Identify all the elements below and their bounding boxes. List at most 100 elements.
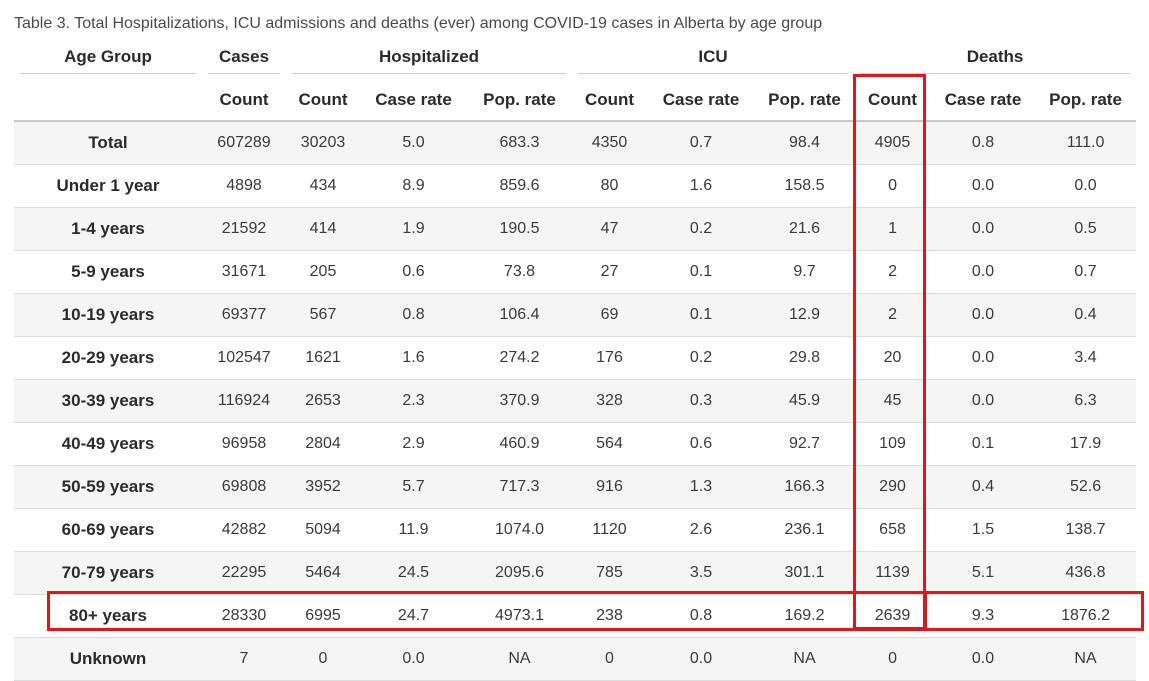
- table-row: 20-29 years 102547 1621 1.6 274.2 176 0.2 29.8 2…: [14, 336, 1137, 379]
- table-cell: 0.0: [689, 649, 713, 667]
- table-cell: 5.0: [402, 133, 425, 151]
- table-cell: 1074.0: [495, 520, 544, 538]
- table-cell: 205: [309, 262, 337, 280]
- covid-outcomes-table: Age Group Cases Hospitalized ICU Deaths …: [14, 41, 1137, 681]
- header-blank: [14, 80, 202, 122]
- table-cell: 1: [888, 219, 897, 237]
- table-cell: 4905: [874, 133, 911, 151]
- table-cell: NA: [1074, 649, 1097, 667]
- table-cell: 9.7: [793, 262, 816, 280]
- table-cell: 73.8: [503, 262, 536, 280]
- table-cell: 301.1: [784, 563, 825, 581]
- table-row: 30-39 years 116924 2653 2.3 370.9 328 0.3 45.9 4…: [14, 379, 1137, 422]
- table-cell: 24.5: [397, 563, 430, 581]
- table-cell: 69377: [221, 305, 267, 323]
- table-cell: 859.6: [499, 176, 540, 194]
- table-cell: 31671: [221, 262, 267, 280]
- row-age-group: Under 1 year: [56, 175, 160, 195]
- table-cell: 0.0: [402, 649, 425, 667]
- table-cell: 80: [600, 176, 619, 194]
- table-cell: 98.4: [788, 133, 821, 151]
- table-cell: 2.3: [402, 391, 425, 409]
- row-age-group: 40-49 years: [61, 433, 155, 453]
- table-cell: 1.6: [689, 176, 713, 194]
- row-age-group: 70-79 years: [61, 562, 155, 582]
- table-cell: 30203: [300, 133, 346, 151]
- table-cell: 0.0: [971, 176, 995, 194]
- table-cell: 5094: [305, 520, 341, 538]
- table-cell: 274.2: [499, 348, 540, 366]
- table-cell: 1139: [875, 563, 910, 581]
- row-age-group: Total: [88, 132, 128, 152]
- table-cell: 0: [888, 176, 897, 194]
- subheader-hosp-case-rate: Case rate: [360, 80, 467, 122]
- table-cell: 20: [883, 348, 902, 366]
- row-age-group: 60-69 years: [61, 519, 155, 539]
- table-cell: 7: [239, 649, 249, 667]
- table-cell: 42882: [221, 520, 267, 538]
- table-cell: 109: [879, 434, 906, 452]
- table-cell: 1.3: [689, 477, 713, 495]
- table-row: 1-4 years 21592 414 1.9 190.5 47 0.2 21.6 1 0.0 0.…: [14, 207, 1137, 250]
- table-cell: 190.5: [499, 219, 540, 237]
- table-cell: 0.1: [971, 434, 995, 452]
- table-cell: 0.1: [689, 262, 713, 280]
- row-age-group: 5-9 years: [71, 261, 145, 281]
- table-cell: 106.4: [499, 305, 540, 323]
- subheader-icu-pop-rate: Pop. rate: [755, 80, 855, 122]
- table-cell: 6995: [305, 606, 341, 624]
- table-cell: 0.4: [971, 477, 995, 495]
- subheader-cases-count: Count: [202, 80, 286, 122]
- table-cell: 0.3: [689, 391, 713, 409]
- table-cell: 2804: [305, 434, 341, 452]
- table-cell: 414: [309, 219, 337, 237]
- table-row: 5-9 years 31671 205 0.6 73.8 27 0.1 9.7 2 0.0 0.7: [14, 250, 1137, 293]
- table-cell: 2: [888, 305, 897, 323]
- table-cell: 0.8: [402, 305, 425, 323]
- table-cell: 52.6: [1069, 477, 1102, 495]
- table-cell: 0.6: [402, 262, 425, 280]
- table-cell: 0: [318, 649, 328, 667]
- table-cell: 0.0: [971, 391, 995, 409]
- table-cell: 0.4: [1074, 305, 1097, 323]
- table-cell: 3952: [305, 477, 341, 495]
- table-cell: 1120: [592, 520, 627, 538]
- table-cell: 96958: [221, 434, 267, 452]
- table-cell: 9.3: [971, 606, 995, 624]
- table-cell: 116924: [217, 391, 271, 409]
- table-row: 40-49 years 96958 2804 2.9 460.9 564 0.6 92.7 10…: [14, 422, 1137, 465]
- table-row: 50-59 years 69808 3952 5.7 717.3 916 1.3 166.3 2…: [14, 465, 1137, 508]
- table-cell: 658: [879, 520, 906, 538]
- table-row: Under 1 year 4898 434 8.9 859.6 80 1.6 158.5 0 0.…: [14, 164, 1137, 207]
- subheader-hosp-count: Count: [286, 80, 360, 122]
- table-cell: 0.0: [971, 219, 995, 237]
- table-cell: 1.6: [402, 348, 425, 366]
- table-cell: 6.3: [1074, 391, 1097, 409]
- table-cell: 5464: [305, 563, 341, 581]
- table-cell: 0.0: [971, 262, 995, 280]
- row-age-group: 10-19 years: [61, 304, 155, 324]
- table-cell: 22295: [221, 563, 267, 581]
- table-cell: 0.0: [971, 305, 995, 323]
- table-cell: 460.9: [499, 434, 540, 452]
- table-cell: 2: [888, 262, 897, 280]
- table-cell: 0.0: [1074, 176, 1097, 194]
- table-cell: 328: [596, 391, 623, 409]
- table-cell: 169.2: [784, 606, 825, 624]
- table-cell: 567: [309, 305, 337, 323]
- table-cell: 69: [600, 305, 619, 323]
- table-cell: 4973.1: [495, 606, 544, 624]
- table-row: 80+ years 28330 6995 24.7 4973.1 238 0.8 169.2 2…: [14, 594, 1137, 637]
- table-cell: 290: [879, 477, 906, 495]
- row-age-group: 20-29 years: [61, 347, 155, 367]
- table-cell: 8.9: [402, 176, 425, 194]
- table-cell: 69808: [221, 477, 267, 495]
- table-cell: 47: [600, 219, 619, 237]
- table-cell: NA: [793, 649, 816, 667]
- table-cell: 0.1: [689, 305, 713, 323]
- table-cell: 0.6: [689, 434, 713, 452]
- table-row: 60-69 years 42882 5094 11.9 1074.0 1120 2.6 236…: [14, 508, 1137, 551]
- table-caption: Table 3. Total Hospitalizations, ICU adm…: [14, 15, 823, 32]
- subheader-deaths-pop-rate: Pop. rate: [1035, 80, 1137, 122]
- table-cell: 158.5: [784, 176, 825, 194]
